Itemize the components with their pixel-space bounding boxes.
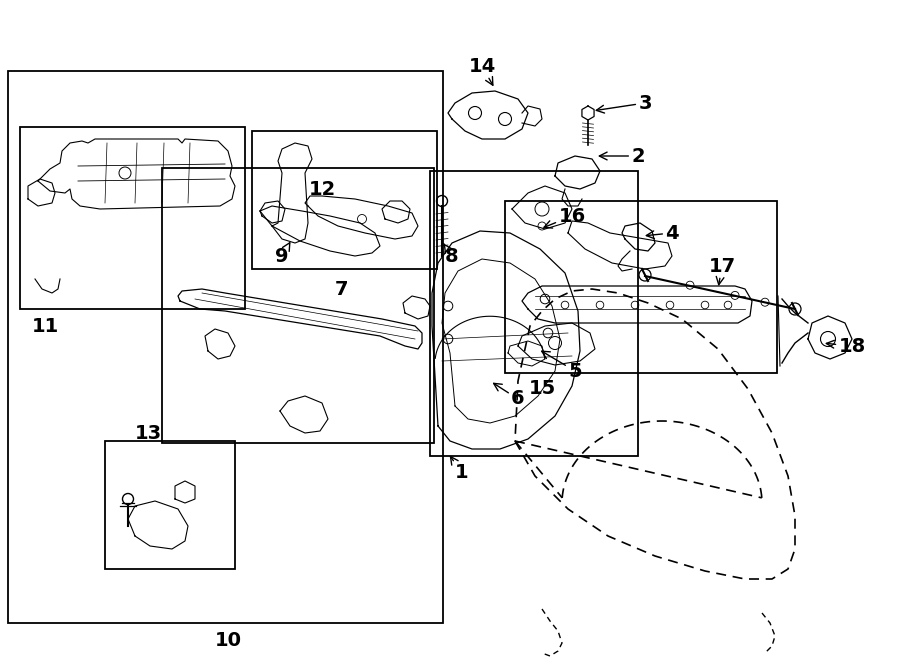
Text: 14: 14 [468,56,496,85]
Text: 10: 10 [214,631,241,650]
Text: 2: 2 [599,147,644,165]
Text: 18: 18 [826,336,866,356]
Text: 1: 1 [451,457,469,483]
Text: 6: 6 [493,383,525,408]
Text: 5: 5 [542,351,581,381]
Bar [252,131,437,269]
Text: 8: 8 [444,244,459,266]
Text: 12: 12 [309,180,336,198]
Text: 9: 9 [275,243,290,266]
Text: 15: 15 [528,379,555,399]
Text: 4: 4 [646,223,679,243]
Bar [20,127,245,309]
Bar [505,201,777,373]
Text: 16: 16 [544,206,586,228]
Bar [8,71,443,623]
Bar [105,441,235,569]
Text: 11: 11 [32,317,58,336]
Text: 13: 13 [134,424,162,442]
Text: 17: 17 [708,256,735,285]
Bar [162,168,434,443]
Text: 7: 7 [335,280,349,299]
Bar [430,171,638,456]
Text: 3: 3 [597,93,652,113]
